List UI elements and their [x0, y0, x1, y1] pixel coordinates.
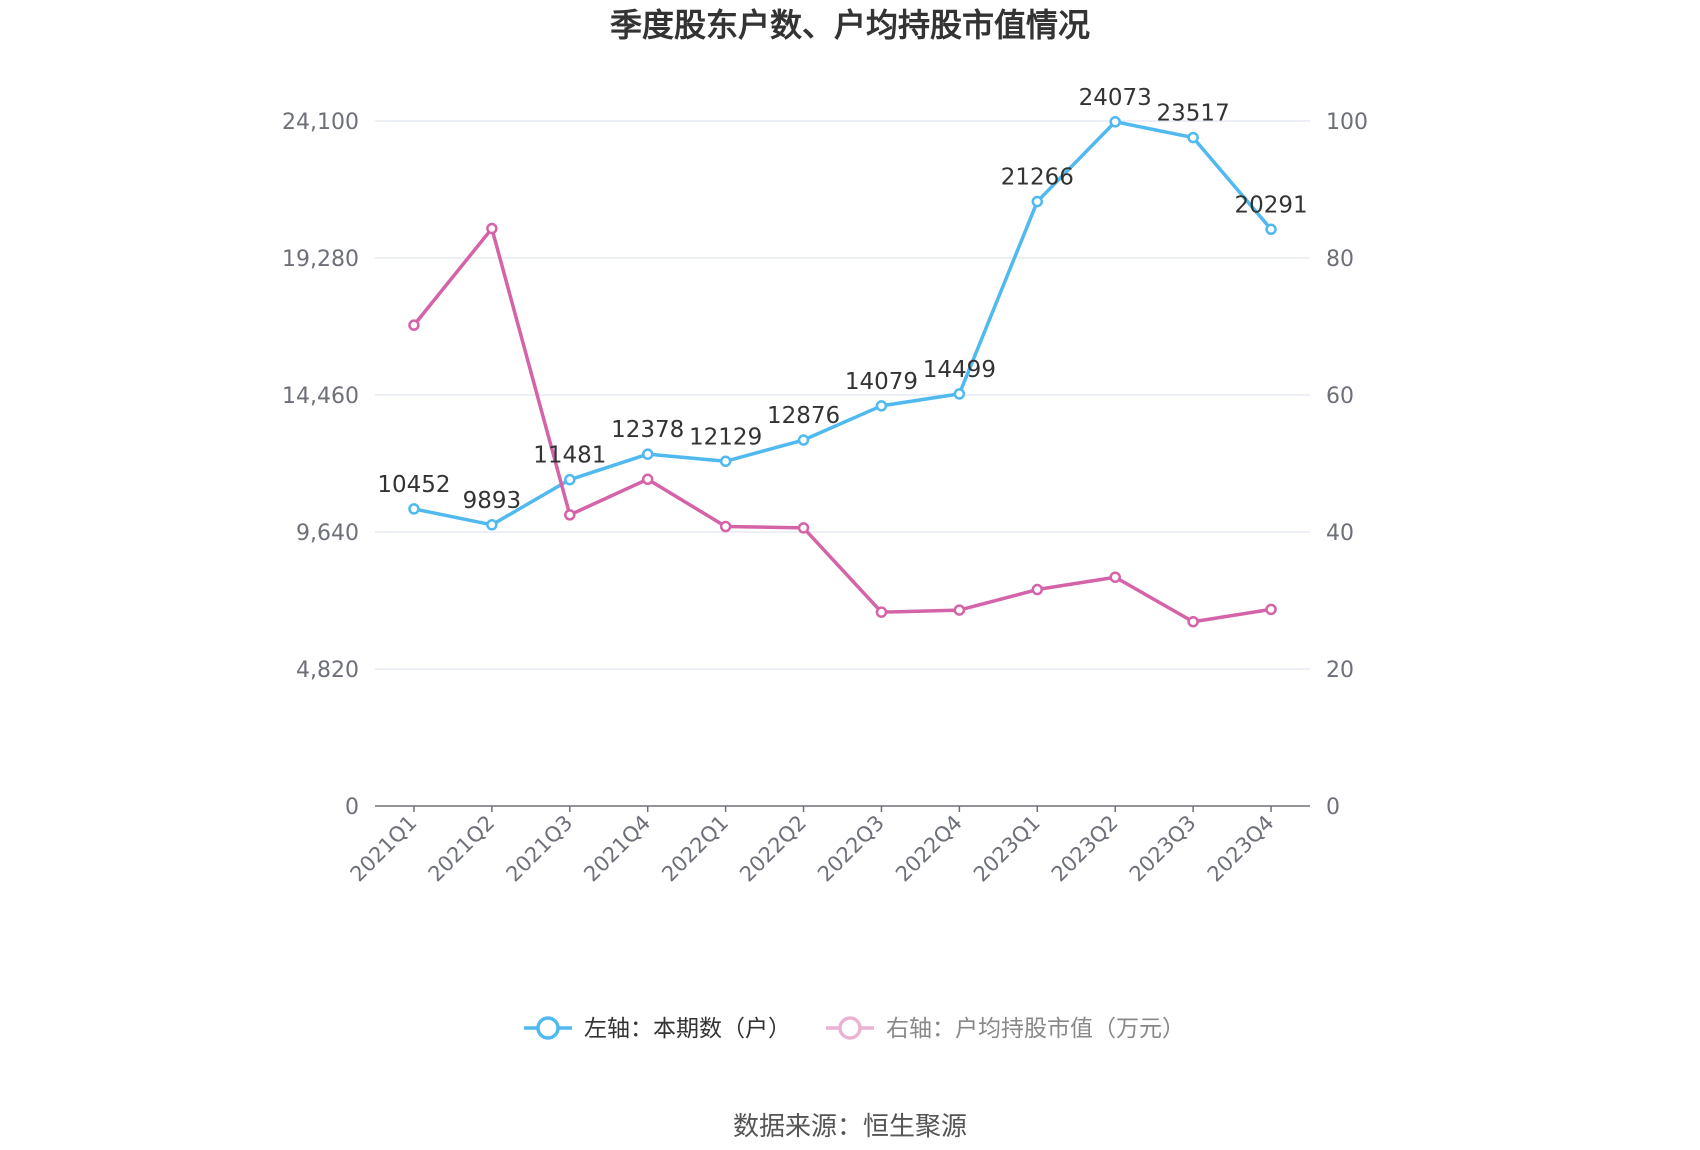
right-axis-tick-label: 20	[1326, 658, 1354, 683]
series-1-point	[564, 509, 576, 521]
series-1-point	[1109, 571, 1121, 583]
x-axis-tick-label: 2022Q2	[735, 811, 811, 887]
series-0-data-label: 12129	[689, 424, 762, 450]
x-axis-tick-label: 2022Q3	[813, 811, 889, 887]
series-0-point	[486, 519, 498, 531]
left-axis-tick-label: 4,820	[296, 658, 359, 683]
series-1-point	[486, 222, 498, 235]
series-1-point	[797, 522, 810, 534]
series-0-data-label: 12876	[767, 403, 840, 429]
legend-item-1[interactable]: 右轴：户均持股市值（万元）	[826, 1016, 1185, 1042]
right-axis-tick-label: 0	[1326, 795, 1340, 820]
right-axis-tick-label: 60	[1326, 384, 1354, 409]
series-0-data-label: 20291	[1234, 192, 1307, 218]
series-1-point	[719, 520, 732, 533]
series-1-point	[1187, 615, 1199, 628]
x-axis-tick-label: 2021Q2	[424, 811, 500, 887]
left-axis-tick-label: 14,460	[282, 384, 359, 409]
series-0-data-label: 23517	[1157, 101, 1230, 127]
axes: 0 4,820 9,640 14,460 19,280 24,100 0 20 40 60 80 10…	[282, 110, 1368, 886]
series-line-1	[412, 226, 1272, 624]
series-0-point	[408, 503, 420, 515]
series-1-point	[1265, 603, 1277, 616]
series-1-point	[875, 606, 888, 618]
series-0-data-label: 10452	[377, 472, 450, 498]
source-note: 数据来源：恒生聚源	[733, 1112, 967, 1142]
legend-marker-icon	[838, 1016, 862, 1040]
series-1-point	[641, 473, 654, 486]
series-1-point	[408, 319, 420, 331]
series-0-data-label: 11481	[533, 443, 606, 469]
right-axis-tick-label: 100	[1326, 110, 1368, 135]
series-0-point	[875, 400, 888, 412]
x-axis-tick-label: 2023Q2	[1047, 811, 1123, 887]
x-axis-tick-label: 2023Q3	[1125, 811, 1201, 887]
x-axis-tick-label: 2021Q1	[346, 811, 422, 887]
legend: 左轴：本期数（户） 右轴：户均持股市值（万元）	[524, 1016, 1185, 1042]
left-axis-tick-label: 19,280	[282, 247, 359, 272]
series-0-point	[719, 455, 732, 468]
series-0-data-label: 24073	[1079, 85, 1152, 111]
legend-label: 右轴：户均持股市值（万元）	[886, 1016, 1185, 1042]
series-0-data-label: 21266	[1001, 165, 1074, 191]
legend-label: 左轴：本期数（户）	[584, 1016, 791, 1042]
right-axis-tick-label: 80	[1326, 247, 1354, 272]
series-0-data-label: 9893	[463, 488, 522, 514]
series-0-point	[797, 434, 810, 446]
series-layer	[408, 116, 1277, 628]
left-axis-tick-label: 0	[345, 795, 359, 820]
x-axis-tick-label: 2023Q1	[969, 811, 1045, 887]
left-axis-tick-label: 24,100	[282, 110, 359, 135]
series-0-data-label: 14079	[845, 369, 918, 395]
x-axis-tick-label: 2023Q4	[1203, 811, 1279, 887]
x-axis-tick-label: 2021Q3	[501, 811, 577, 887]
left-axis-tick-label: 9,640	[296, 521, 359, 546]
series-0-point	[564, 473, 576, 486]
series-0-point	[1265, 223, 1277, 236]
legend-item-0[interactable]: 左轴：本期数（户）	[524, 1016, 791, 1042]
x-axis-tick-label: 2022Q4	[891, 811, 967, 887]
grid-lines	[375, 120, 1310, 670]
chart-title: 季度股东户数、户均持股市值情况	[610, 6, 1090, 44]
legend-marker-icon	[536, 1016, 560, 1040]
series-0-point	[1109, 116, 1121, 128]
series-0-data-label: 12378	[611, 417, 684, 443]
x-axis-tick-label: 2022Q1	[657, 811, 733, 887]
series-1-point	[1031, 583, 1044, 596]
series-0-point	[953, 388, 966, 400]
series-line-0	[413, 120, 1273, 527]
series-0-data-label: 14499	[923, 357, 996, 383]
series-1-point	[953, 604, 966, 616]
x-axis-tick-label: 2021Q4	[579, 811, 655, 887]
series-0-point	[1031, 195, 1044, 208]
right-axis-tick-label: 40	[1326, 521, 1354, 546]
series-0-point	[1187, 131, 1199, 144]
series-0-point	[641, 448, 654, 460]
